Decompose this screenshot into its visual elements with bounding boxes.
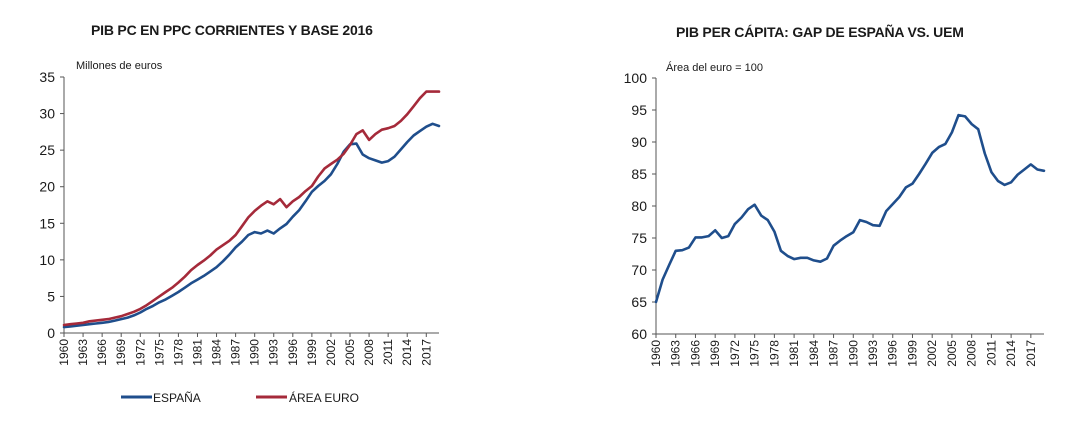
x-tick-label: 2005 bbox=[945, 340, 959, 367]
x-tick-label: 1969 bbox=[708, 340, 722, 367]
x-tick-label: 1990 bbox=[248, 339, 262, 366]
y-tick-label: 20 bbox=[39, 179, 55, 195]
axis-unit-label: Millones de euros bbox=[76, 60, 163, 72]
x-tick-label: 1960 bbox=[649, 340, 663, 367]
x-tick-label: 1984 bbox=[210, 339, 224, 366]
x-tick-label: 1981 bbox=[190, 339, 204, 366]
y-tick-label: 15 bbox=[39, 215, 55, 231]
y-tick-label: 10 bbox=[39, 252, 55, 268]
x-tick-label: 2002 bbox=[925, 340, 939, 367]
series-line-área-euro bbox=[62, 90, 441, 327]
x-tick-label: 1987 bbox=[827, 340, 841, 367]
y-tick-label: 80 bbox=[631, 198, 647, 214]
y-tick-label: 85 bbox=[631, 166, 647, 182]
left-chart-legend: ESPAÑA ÁREA EURO bbox=[121, 390, 359, 405]
x-tick-label: 1963 bbox=[76, 339, 90, 366]
left-chart-title: PIB PC EN PPC CORRIENTES Y BASE 2016 bbox=[91, 22, 373, 38]
x-tick-label: 2011 bbox=[984, 340, 998, 366]
y-tick-label: 30 bbox=[39, 106, 55, 122]
x-tick-label: 1987 bbox=[229, 339, 243, 366]
x-tick-label: 2002 bbox=[324, 339, 338, 366]
x-tick-label: 1999 bbox=[905, 340, 919, 367]
y-tick-label: 25 bbox=[39, 142, 55, 158]
x-tick-label: 1960 bbox=[57, 339, 71, 366]
x-tick-label: 1969 bbox=[114, 339, 128, 366]
x-tick-label: 2017 bbox=[419, 339, 433, 366]
y-tick-label: 95 bbox=[631, 102, 647, 118]
x-tick-label: 1966 bbox=[688, 340, 702, 367]
x-tick-label: 2017 bbox=[1024, 340, 1038, 367]
x-tick-label: 2014 bbox=[1004, 340, 1018, 367]
x-tick-label: 1963 bbox=[669, 340, 683, 367]
x-tick-label: 1999 bbox=[305, 339, 319, 366]
x-tick-label: 1993 bbox=[866, 340, 880, 367]
x-tick-label: 1972 bbox=[133, 339, 147, 366]
x-tick-label: 1981 bbox=[787, 340, 801, 367]
x-tick-label: 1984 bbox=[807, 340, 821, 367]
series-line-0 bbox=[654, 113, 1046, 304]
legend-label: ESPAÑA bbox=[153, 391, 201, 405]
y-tick-label: 0 bbox=[47, 325, 55, 341]
legend-label: ÁREA EURO bbox=[289, 390, 359, 405]
right-chart: 60 65 70 75 80 85 90 95 100 1960 1963 1966 1969 1972 1… bbox=[624, 61, 1046, 367]
x-tick-label: 1978 bbox=[171, 339, 185, 366]
x-tick-label: 2005 bbox=[343, 339, 357, 366]
y-tick-label: 90 bbox=[631, 134, 647, 150]
left-chart: 0 5 10 15 20 25 30 35 1960 1963 1966 1969 1972 1975 19… bbox=[39, 60, 441, 366]
x-tick-label: 1993 bbox=[267, 339, 281, 366]
x-tick-label: 1975 bbox=[152, 339, 166, 366]
x-tick-label: 2014 bbox=[400, 339, 414, 366]
axis-unit-label: Área del euro = 100 bbox=[666, 61, 763, 74]
y-tick-label: 60 bbox=[631, 326, 647, 342]
y-tick-label: 5 bbox=[47, 288, 55, 304]
x-tick-label: 1966 bbox=[95, 339, 109, 366]
x-tick-label: 1996 bbox=[886, 340, 900, 367]
x-tick-label: 1972 bbox=[728, 340, 742, 367]
y-tick-label: 70 bbox=[631, 262, 647, 278]
y-tick-label: 65 bbox=[631, 294, 647, 310]
x-tick-label: 2008 bbox=[362, 339, 376, 366]
x-tick-label: 2011 bbox=[381, 339, 395, 365]
y-tick-label: 75 bbox=[631, 230, 647, 246]
series-line-españa bbox=[62, 122, 441, 329]
x-tick-label: 1990 bbox=[846, 340, 860, 367]
x-tick-label: 1996 bbox=[286, 339, 300, 366]
right-chart-title: PIB PER CÁPITA: GAP DE ESPAÑA VS. UEM bbox=[676, 24, 964, 40]
x-tick-label: 2008 bbox=[965, 340, 979, 367]
y-tick-label: 100 bbox=[624, 70, 648, 86]
x-tick-label: 1978 bbox=[767, 340, 781, 367]
y-tick-label: 35 bbox=[39, 69, 55, 85]
x-tick-label: 1975 bbox=[748, 340, 762, 367]
